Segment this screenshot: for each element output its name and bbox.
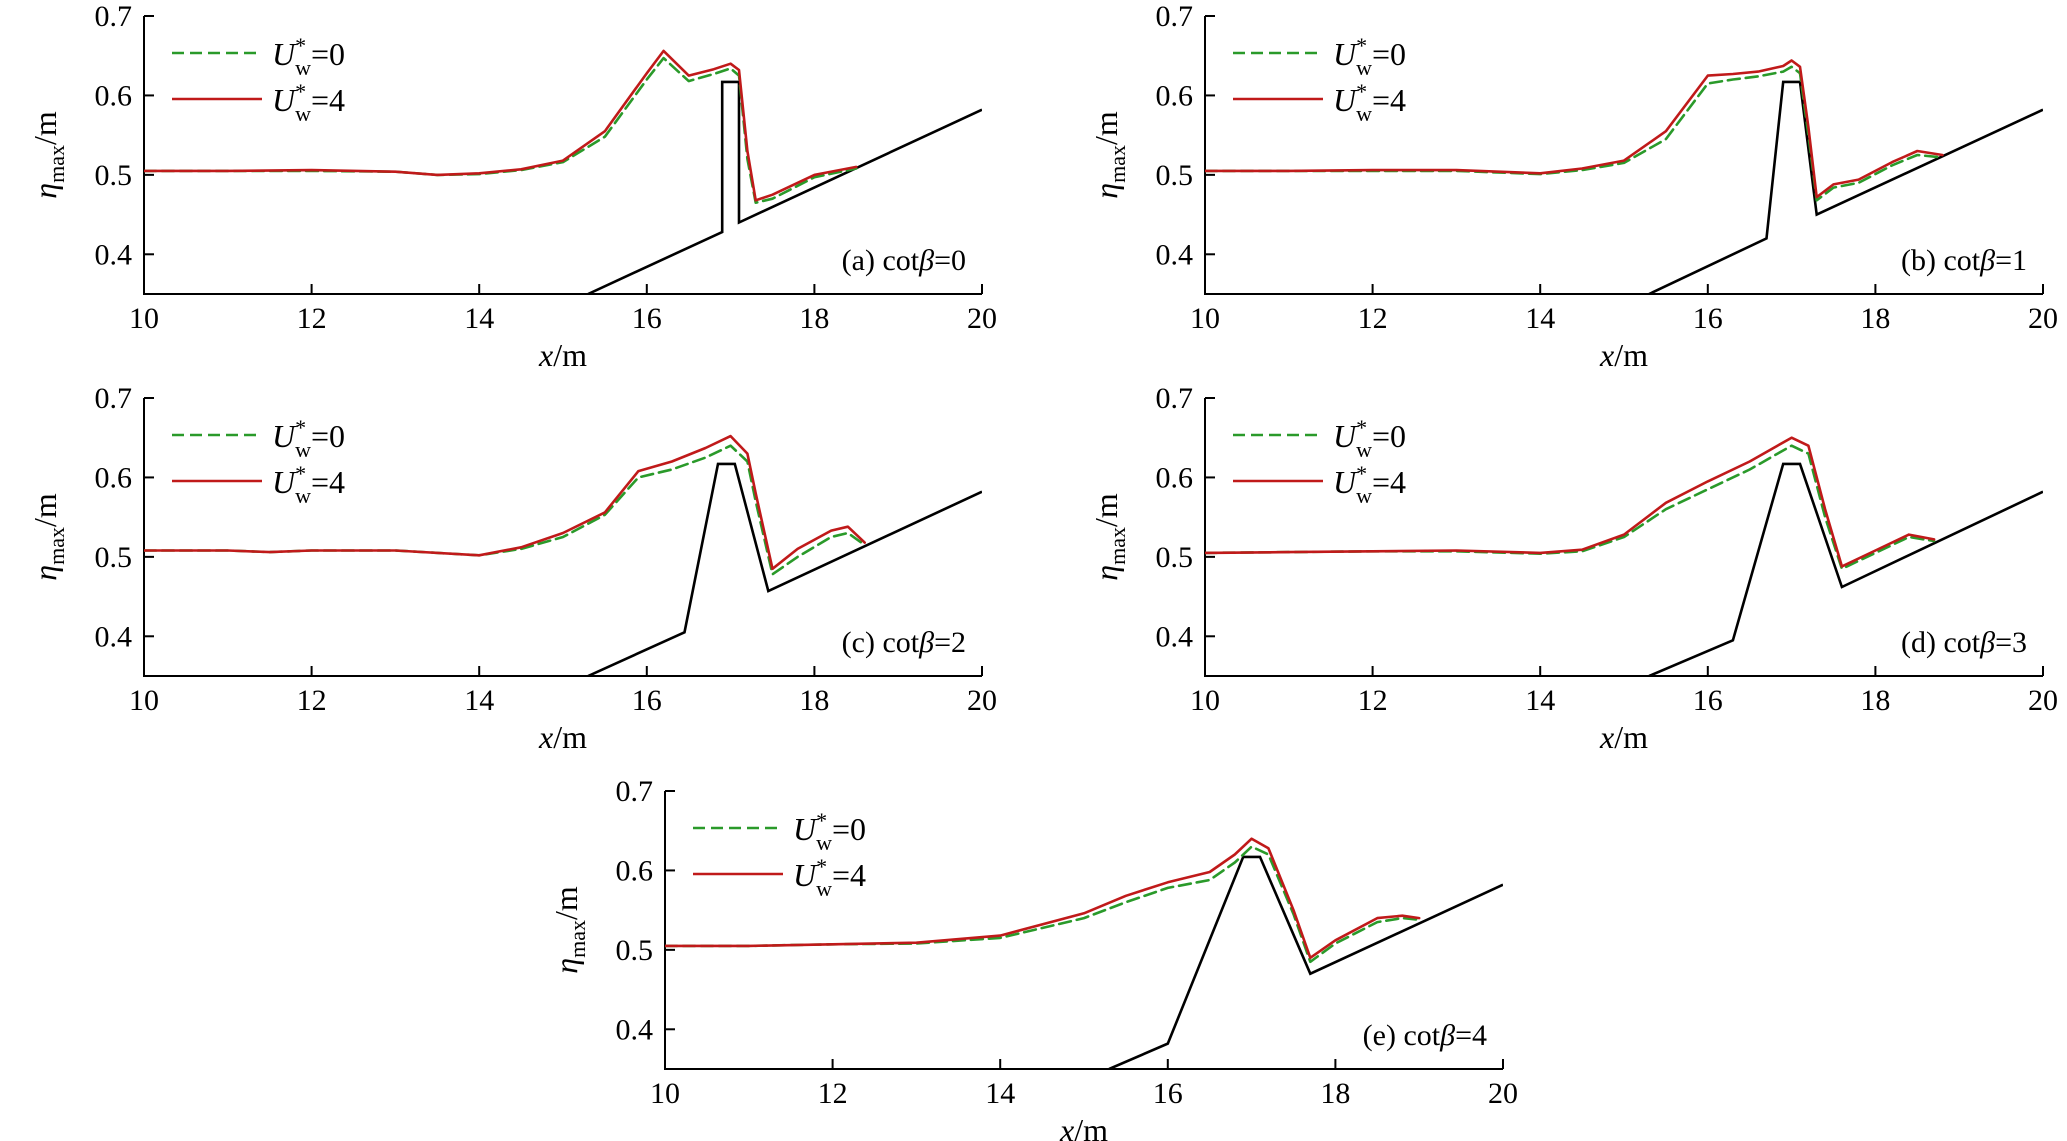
panel-label: (e) cotβ=4	[1363, 1019, 1487, 1052]
bathymetry-line	[1108, 855, 1503, 1069]
x-axis-label: x/m	[538, 719, 587, 755]
legend-label-uw4: U* w=4	[272, 461, 345, 508]
y-tick-label: 0.5	[95, 159, 133, 192]
x-tick-label: 10	[1190, 302, 1220, 335]
bathymetry-line	[587, 80, 982, 294]
y-tick-label: 0.7	[1156, 382, 1194, 415]
y-axis-label: ηmax/m	[548, 886, 590, 974]
x-tick-label: 12	[1358, 684, 1388, 717]
y-tick-label: 0.5	[95, 541, 133, 574]
series-line-uw0	[1205, 65, 1944, 202]
y-tick-label: 0.5	[1156, 541, 1194, 574]
legend-label-uw0: U* w=0	[1333, 415, 1406, 462]
legend-label-uw0: U* w=0	[272, 415, 345, 462]
x-tick-label: 12	[297, 302, 327, 335]
x-tick-label: 20	[1488, 1077, 1518, 1110]
series-line-uw4	[144, 49, 858, 202]
chart-panel-4: 10 12 14 16 18 20 0.4 0.5 0.6 0.7 x/m ηmax/m U* w=0U*…	[548, 775, 1518, 1141]
y-tick-label: 0.5	[616, 934, 654, 967]
y-tick-label: 0.4	[95, 620, 133, 653]
x-axis-label: x/m	[1599, 719, 1648, 755]
legend-label-uw4: U* w=4	[793, 854, 866, 901]
y-tick-label: 0.6	[95, 461, 133, 494]
x-tick-label: 20	[2028, 302, 2058, 335]
y-tick-label: 0.4	[95, 238, 133, 271]
x-tick-label: 12	[1358, 302, 1388, 335]
x-tick-label: 10	[650, 1077, 680, 1110]
series-line-uw0	[144, 56, 858, 204]
series-line-uw4	[144, 434, 866, 571]
y-tick-label: 0.4	[616, 1013, 654, 1046]
x-tick-label: 14	[464, 302, 494, 335]
legend-label-uw4: U* w=4	[272, 79, 345, 126]
x-tick-label: 12	[297, 684, 327, 717]
y-tick-label: 0.7	[95, 0, 133, 33]
panel-label: (b) cotβ=1	[1901, 244, 2027, 277]
legend: U* w=0U* w=4	[1233, 33, 1406, 126]
legend: U* w=0U* w=4	[172, 415, 345, 508]
y-tick-label: 0.6	[1156, 79, 1194, 112]
x-tick-label: 16	[632, 684, 662, 717]
bathymetry-line	[1648, 462, 2043, 676]
legend-label-uw0: U* w=0	[272, 33, 345, 80]
series-line-uw4	[1205, 436, 1936, 568]
x-tick-label: 10	[129, 302, 159, 335]
x-tick-label: 18	[799, 684, 829, 717]
x-tick-label: 16	[1153, 1077, 1183, 1110]
legend-label-uw0: U* w=0	[793, 808, 866, 855]
x-tick-label: 18	[1860, 302, 1890, 335]
x-tick-label: 10	[129, 684, 159, 717]
y-tick-label: 0.5	[1156, 159, 1194, 192]
x-axis-label: x/m	[1599, 337, 1648, 373]
y-tick-label: 0.6	[1156, 461, 1194, 494]
bathymetry-line	[587, 462, 982, 676]
x-tick-label: 20	[2028, 684, 2058, 717]
x-tick-label: 20	[967, 684, 997, 717]
x-tick-label: 14	[1525, 302, 1555, 335]
x-tick-label: 14	[464, 684, 494, 717]
chart-panel-0: 10 12 14 16 18 20 0.4 0.5 0.6 0.7 x/m ηmax/m U* w=0U*…	[27, 0, 997, 373]
x-tick-label: 10	[1190, 684, 1220, 717]
y-axis-label: ηmax/m	[27, 111, 69, 199]
panel-label: (a) cotβ=0	[842, 244, 966, 277]
chart-panel-3: 10 12 14 16 18 20 0.4 0.5 0.6 0.7 x/m ηmax/m U* w=0U*…	[1088, 382, 2058, 755]
legend: U* w=0U* w=4	[693, 808, 866, 901]
chart-panel-2: 10 12 14 16 18 20 0.4 0.5 0.6 0.7 x/m ηmax/m U* w=0U*…	[27, 382, 997, 755]
x-tick-label: 14	[1525, 684, 1555, 717]
panel-label: (d) cotβ=3	[1901, 626, 2027, 659]
x-tick-label: 16	[1693, 302, 1723, 335]
legend-label-uw4: U* w=4	[1333, 461, 1406, 508]
y-tick-label: 0.4	[1156, 238, 1194, 271]
bathymetry-line	[1648, 80, 2043, 294]
y-tick-label: 0.4	[1156, 620, 1194, 653]
x-tick-label: 14	[985, 1077, 1015, 1110]
series-line-uw4	[665, 837, 1421, 960]
y-axis-label: ηmax/m	[1088, 111, 1130, 199]
series-line-uw4	[1205, 59, 1944, 199]
y-tick-label: 0.7	[95, 382, 133, 415]
panel-label: (c) cotβ=2	[842, 626, 966, 659]
y-tick-label: 0.7	[616, 775, 654, 808]
chart-panel-1: 10 12 14 16 18 20 0.4 0.5 0.6 0.7 x/m ηmax/m U* w=0U*…	[1088, 0, 2058, 373]
x-tick-label: 18	[1860, 684, 1890, 717]
x-tick-label: 18	[1320, 1077, 1350, 1110]
x-tick-label: 20	[967, 302, 997, 335]
y-tick-label: 0.6	[95, 79, 133, 112]
x-tick-label: 16	[1693, 684, 1723, 717]
x-tick-label: 12	[818, 1077, 848, 1110]
legend: U* w=0U* w=4	[172, 33, 345, 126]
y-tick-label: 0.7	[1156, 0, 1194, 33]
legend-label-uw0: U* w=0	[1333, 33, 1406, 80]
x-axis-label: x/m	[1059, 1112, 1108, 1141]
legend-label-uw4: U* w=4	[1333, 79, 1406, 126]
y-tick-label: 0.6	[616, 854, 654, 887]
x-tick-label: 16	[632, 302, 662, 335]
legend: U* w=0U* w=4	[1233, 415, 1406, 508]
y-axis-label: ηmax/m	[1088, 493, 1130, 581]
x-tick-label: 18	[799, 302, 829, 335]
x-axis-label: x/m	[538, 337, 587, 373]
y-axis-label: ηmax/m	[27, 493, 69, 581]
series-line-uw0	[144, 444, 866, 576]
